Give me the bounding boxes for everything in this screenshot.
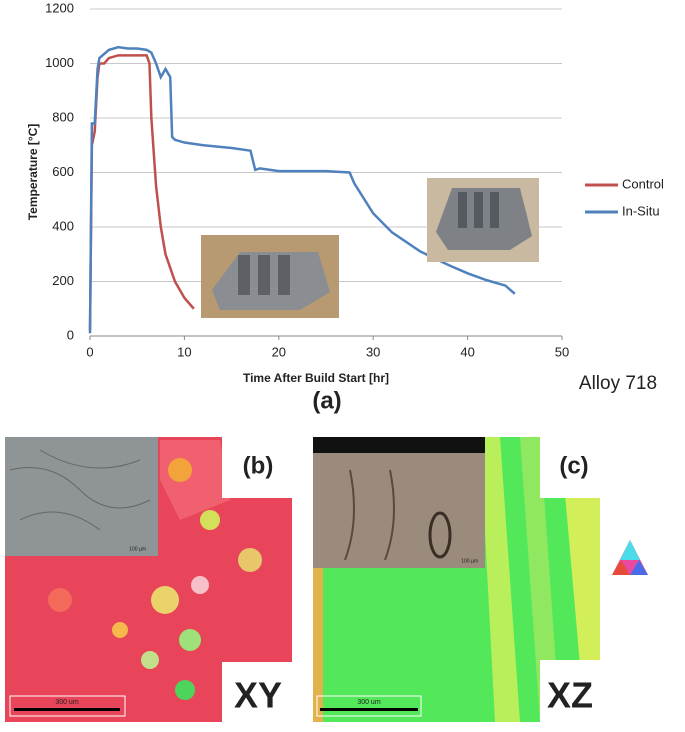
x-axis-label: Time After Build Start [hr]	[243, 371, 389, 385]
scale-bar-label: 300 um	[55, 699, 79, 706]
x-tick-label: 20	[272, 344, 286, 359]
legend-label: Control	[622, 176, 664, 191]
legend-label: In-Situ	[622, 203, 660, 218]
y-tick-label: 400	[52, 218, 74, 233]
x-tick-label: 0	[86, 344, 93, 359]
inset-scale-label: 100 µm	[129, 546, 146, 552]
y-tick-label: 1000	[45, 55, 74, 70]
panel-label: (c)	[559, 452, 588, 479]
x-tick-label: 30	[366, 344, 380, 359]
y-tick-label: 200	[52, 273, 74, 288]
y-tick-label: 600	[52, 164, 74, 179]
photo-insitu	[427, 178, 539, 262]
line	[88, 45, 516, 334]
y-axis-label: Temperature [°C]	[26, 124, 40, 221]
plane-label: XY	[234, 675, 282, 716]
panel-label: (b)	[243, 452, 274, 479]
x-tick-label: 50	[555, 344, 569, 359]
scale-bar-label: 300 um	[357, 699, 381, 706]
x-tick-label: 40	[460, 344, 474, 359]
y-tick-label: 0	[67, 327, 74, 342]
plane-label: XZ	[547, 675, 593, 716]
annotation: Alloy 718	[579, 373, 657, 394]
x-tick-label: 10	[177, 344, 191, 359]
y-tick-label: 800	[52, 109, 74, 124]
micrograph-xy	[5, 437, 292, 722]
photo-control	[201, 235, 339, 318]
y-tick-label: 1200	[45, 0, 74, 15]
annotation: (a)	[312, 387, 341, 414]
inset-scale-label: 100 µm	[461, 558, 478, 564]
line	[88, 54, 195, 331]
micrograph-xz	[313, 437, 648, 722]
